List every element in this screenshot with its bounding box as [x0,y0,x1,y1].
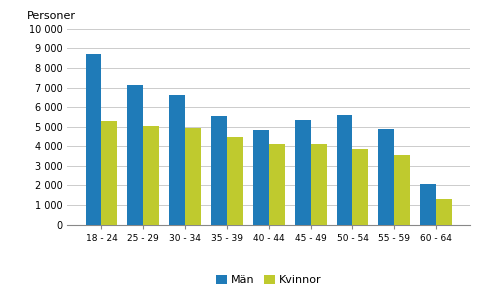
Bar [169,95,185,225]
Bar [352,149,368,225]
Bar [420,185,436,225]
Bar [211,116,227,225]
Bar [227,137,243,225]
Bar [436,199,452,225]
Bar [311,144,326,225]
Legend: Män, Kvinnor: Män, Kvinnor [211,271,326,288]
Bar [85,54,101,225]
Bar [295,120,311,225]
Bar [185,128,201,225]
Bar [127,85,143,225]
Text: Personer: Personer [27,11,76,21]
Bar [101,121,117,225]
Bar [269,144,285,225]
Bar [143,126,159,225]
Bar [395,155,410,225]
Bar [336,115,352,225]
Bar [378,129,395,225]
Bar [253,130,269,225]
